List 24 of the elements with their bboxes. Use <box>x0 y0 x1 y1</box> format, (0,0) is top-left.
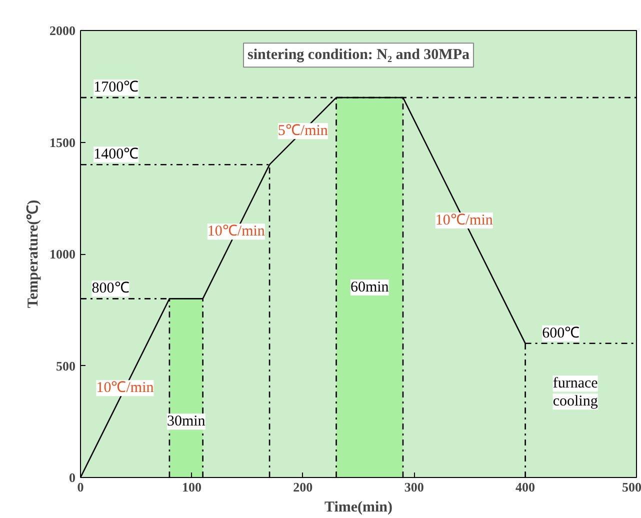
annotation: 60min <box>350 280 390 296</box>
annotation: 10℃/min <box>207 224 266 240</box>
annotation: 600℃ <box>542 325 580 342</box>
x-tick-label: 300 <box>404 480 424 494</box>
annotation: 1400℃ <box>94 146 139 163</box>
x-axis-title: Time(min) <box>324 500 393 516</box>
annotation: 1700℃ <box>94 79 139 96</box>
annotation: 30min <box>166 414 206 430</box>
y-tick-label: 0 <box>69 470 76 485</box>
annotation: furnace cooling <box>552 376 598 410</box>
x-tick-label: 200 <box>293 480 313 494</box>
annotation: 10℃/min <box>96 380 154 396</box>
annotation: 800℃ <box>92 280 130 297</box>
y-tick-label: 2000 <box>50 23 76 38</box>
x-tick-label: 100 <box>182 480 202 494</box>
y-axis-title: Temperature(℃) <box>26 200 42 308</box>
y-tick-label: 1000 <box>50 246 76 262</box>
annotation: 5℃/min <box>278 123 328 140</box>
x-tick-label: 500 <box>622 480 641 494</box>
x-tick-label: 400 <box>516 480 536 494</box>
y-tick-label: 500 <box>56 358 76 374</box>
annotation: 10℃/min <box>435 212 494 228</box>
text: sintering condition: N₂ and 30MPa <box>247 47 470 64</box>
y-tick-label: 1500 <box>50 134 76 150</box>
